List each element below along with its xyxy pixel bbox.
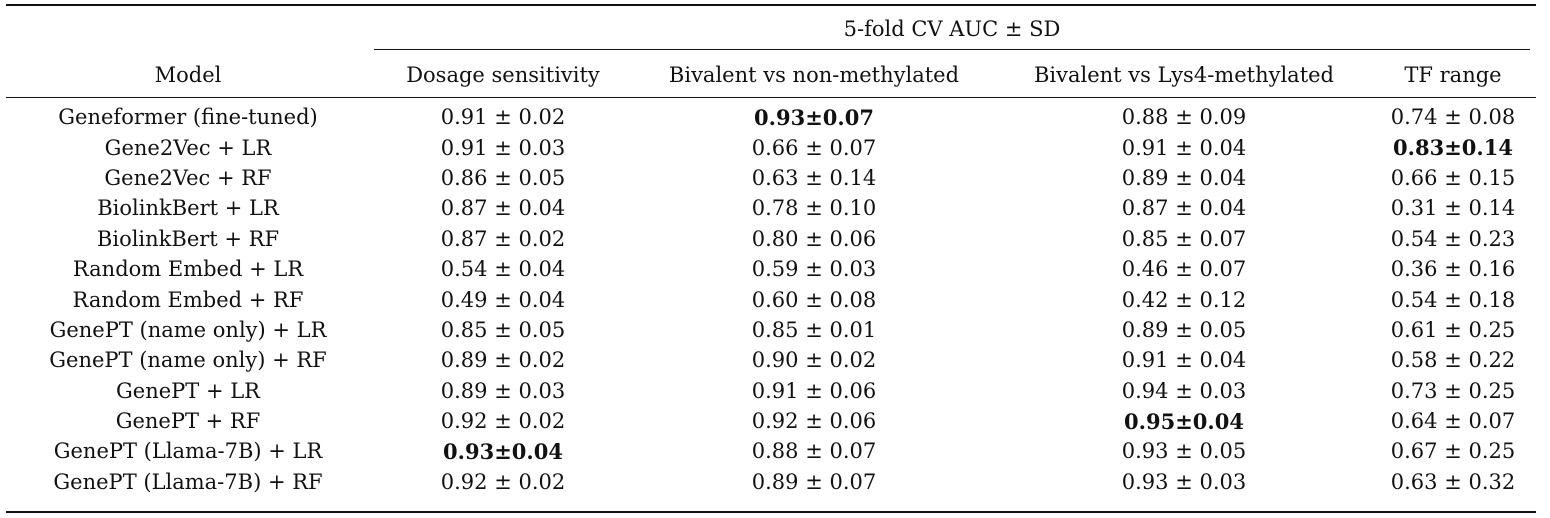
auc-cell: 0.89 ± 0.02 bbox=[440, 348, 566, 373]
auc-cell: 0.63 ± 0.14 bbox=[751, 165, 877, 190]
auc-cell: 0.83±0.14 bbox=[1393, 135, 1513, 161]
auc-cell: 0.80 ± 0.06 bbox=[751, 226, 877, 251]
auc-cell: 0.92 ± 0.02 bbox=[440, 409, 566, 434]
group-header-rule bbox=[374, 49, 1530, 50]
model-name-cell: GenePT (name only) + LR bbox=[49, 317, 327, 342]
model-name-cell: GenePT (Llama-7B) + RF bbox=[53, 469, 323, 494]
auc-cell: 0.91 ± 0.02 bbox=[440, 105, 566, 130]
table-row: Gene2Vec + LR 0.91 ± 0.03 0.66 ± 0.07 0.91 … bbox=[6, 132, 1530, 162]
auc-cell: 0.31 ± 0.14 bbox=[1390, 196, 1516, 221]
model-name-cell: BiolinkBert + LR bbox=[97, 196, 279, 221]
table-row: GenePT (Llama-7B) + RF 0.92 ± 0.02 0.89 ± … bbox=[6, 467, 1530, 497]
auc-cell: 0.54 ± 0.04 bbox=[440, 257, 566, 282]
table-row: GenePT (Llama-7B) + LR 0.93±0.04 0.88 ± 0.… bbox=[6, 436, 1530, 466]
auc-cell: 0.74 ± 0.08 bbox=[1390, 105, 1516, 130]
auc-cell: 0.93±0.07 bbox=[754, 104, 874, 130]
table-row: Gene2Vec + RF 0.86 ± 0.05 0.63 ± 0.14 0.89 … bbox=[6, 163, 1530, 193]
auc-cell: 0.88 ± 0.09 bbox=[1121, 105, 1247, 130]
auc-cell: 0.85 ± 0.05 bbox=[440, 317, 566, 342]
table-row: BiolinkBert + RF 0.87 ± 0.02 0.80 ± 0.06 0.… bbox=[6, 224, 1530, 254]
auc-cell: 0.87 ± 0.02 bbox=[440, 226, 566, 251]
auc-cell: 0.49 ± 0.04 bbox=[440, 287, 566, 312]
auc-cell: 0.88 ± 0.07 bbox=[751, 439, 877, 464]
auc-cell: 0.78 ± 0.10 bbox=[751, 196, 877, 221]
column-header-bivalent-nonmethylated: Bivalent vs non-methylated bbox=[668, 63, 960, 87]
auc-cell: 0.93 ± 0.05 bbox=[1121, 439, 1247, 464]
auc-cell: 0.92 ± 0.06 bbox=[751, 409, 877, 434]
column-header-model: Model bbox=[154, 63, 222, 87]
model-name-cell: GenePT + LR bbox=[116, 378, 260, 403]
auc-cell: 0.89 ± 0.07 bbox=[751, 469, 877, 494]
auc-cell: 0.42 ± 0.12 bbox=[1121, 287, 1247, 312]
auc-cell: 0.67 ± 0.25 bbox=[1390, 439, 1516, 464]
model-name-cell: GenePT (Llama-7B) + LR bbox=[53, 439, 323, 464]
auc-cell: 0.94 ± 0.03 bbox=[1121, 378, 1247, 403]
model-name-cell: Random Embed + LR bbox=[72, 257, 304, 282]
auc-cell: 0.89 ± 0.05 bbox=[1121, 317, 1247, 342]
table-row: GenePT (name only) + LR 0.85 ± 0.05 0.85 ±… bbox=[6, 315, 1530, 345]
table-row: Random Embed + LR 0.54 ± 0.04 0.59 ± 0.03 0… bbox=[6, 254, 1530, 284]
auc-cell: 0.89 ± 0.03 bbox=[440, 378, 566, 403]
auc-cell: 0.58 ± 0.22 bbox=[1390, 348, 1516, 373]
table-row: GenePT (name only) + RF 0.89 ± 0.02 0.90 ±… bbox=[6, 345, 1530, 375]
group-header: 5-fold CV AUC ± SD bbox=[843, 17, 1061, 41]
bottom-rule bbox=[6, 511, 1536, 513]
model-name-cell: Gene2Vec + RF bbox=[104, 165, 272, 190]
auc-cell: 0.91 ± 0.04 bbox=[1121, 348, 1247, 373]
model-name-cell: BiolinkBert + RF bbox=[96, 226, 280, 251]
auc-cell: 0.87 ± 0.04 bbox=[1121, 196, 1247, 221]
auc-cell: 0.54 ± 0.18 bbox=[1390, 287, 1516, 312]
auc-cell: 0.46 ± 0.07 bbox=[1121, 257, 1247, 282]
auc-cell: 0.36 ± 0.16 bbox=[1390, 257, 1516, 282]
auc-cell: 0.91 ± 0.06 bbox=[751, 378, 877, 403]
auc-cell: 0.66 ± 0.07 bbox=[751, 135, 877, 160]
auc-cell: 0.64 ± 0.07 bbox=[1390, 409, 1516, 434]
auc-cell: 0.63 ± 0.32 bbox=[1390, 469, 1516, 494]
table-row: Geneformer (fine-tuned) 0.91 ± 0.02 0.93±0… bbox=[6, 92, 1530, 132]
auc-cell: 0.91 ± 0.04 bbox=[1121, 135, 1247, 160]
header-rule bbox=[6, 97, 1536, 98]
auc-cell: 0.91 ± 0.03 bbox=[440, 135, 566, 160]
auc-cell: 0.90 ± 0.02 bbox=[751, 348, 877, 373]
auc-cell: 0.87 ± 0.04 bbox=[440, 196, 566, 221]
auc-cell: 0.61 ± 0.25 bbox=[1390, 317, 1516, 342]
model-name-cell: GenePT (name only) + RF bbox=[49, 348, 327, 373]
auc-cell: 0.93±0.04 bbox=[443, 438, 563, 464]
auc-cell: 0.86 ± 0.05 bbox=[440, 165, 566, 190]
auc-cell: 0.85 ± 0.07 bbox=[1121, 226, 1247, 251]
auc-cell: 0.85 ± 0.01 bbox=[751, 317, 877, 342]
auc-cell: 0.95±0.04 bbox=[1124, 408, 1244, 434]
auc-cell: 0.66 ± 0.15 bbox=[1390, 165, 1516, 190]
model-name-cell: Gene2Vec + LR bbox=[104, 135, 272, 160]
top-rule bbox=[6, 4, 1536, 6]
model-name-cell: GenePT + RF bbox=[115, 409, 261, 434]
table-row: Random Embed + RF 0.49 ± 0.04 0.60 ± 0.08 0… bbox=[6, 284, 1530, 314]
auc-cell: 0.89 ± 0.04 bbox=[1121, 165, 1247, 190]
auc-cell: 0.93 ± 0.03 bbox=[1121, 469, 1247, 494]
auc-cell: 0.59 ± 0.03 bbox=[751, 257, 877, 282]
table-row: GenePT + RF 0.92 ± 0.02 0.92 ± 0.06 0.95±0.… bbox=[6, 406, 1530, 436]
results-table: Model Dosage sensitivity Bivalent vs non… bbox=[6, 58, 1530, 497]
table-body: Geneformer (fine-tuned) 0.91 ± 0.02 0.93±0… bbox=[6, 92, 1530, 497]
model-name-cell: Random Embed + RF bbox=[72, 287, 304, 312]
column-header-bivalent-lys4: Bivalent vs Lys4-methylated bbox=[1033, 63, 1335, 87]
column-header-tf-range: TF range bbox=[1404, 63, 1502, 87]
auc-cell: 0.73 ± 0.25 bbox=[1390, 378, 1516, 403]
table-row: BiolinkBert + LR 0.87 ± 0.04 0.78 ± 0.10 0.… bbox=[6, 193, 1530, 223]
table-row: GenePT + LR 0.89 ± 0.03 0.91 ± 0.06 0.94 ± … bbox=[6, 376, 1530, 406]
auc-cell: 0.92 ± 0.02 bbox=[440, 469, 566, 494]
auc-cell: 0.60 ± 0.08 bbox=[751, 287, 877, 312]
column-header-dosage: Dosage sensitivity bbox=[406, 63, 600, 87]
model-name-cell: Geneformer (fine-tuned) bbox=[58, 105, 318, 130]
header-row: Model Dosage sensitivity Bivalent vs non… bbox=[6, 58, 1530, 92]
auc-cell: 0.54 ± 0.23 bbox=[1390, 226, 1516, 251]
